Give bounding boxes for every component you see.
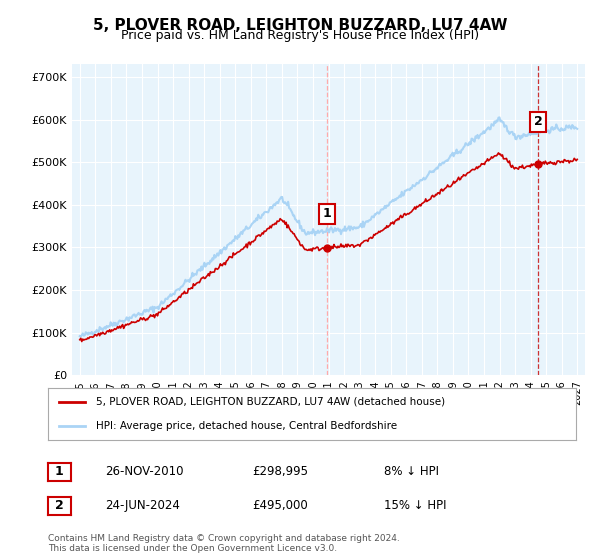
Text: 24-JUN-2024: 24-JUN-2024	[105, 499, 180, 512]
Text: 2: 2	[533, 115, 542, 128]
Text: 2: 2	[55, 500, 64, 512]
Text: 5, PLOVER ROAD, LEIGHTON BUZZARD, LU7 4AW: 5, PLOVER ROAD, LEIGHTON BUZZARD, LU7 4A…	[93, 18, 507, 33]
Text: £298,995: £298,995	[252, 465, 308, 478]
Text: Contains HM Land Registry data © Crown copyright and database right 2024.
This d: Contains HM Land Registry data © Crown c…	[48, 534, 400, 553]
Text: £495,000: £495,000	[252, 499, 308, 512]
Text: Price paid vs. HM Land Registry's House Price Index (HPI): Price paid vs. HM Land Registry's House …	[121, 29, 479, 42]
Text: HPI: Average price, detached house, Central Bedfordshire: HPI: Average price, detached house, Cent…	[95, 421, 397, 431]
Text: 1: 1	[323, 207, 331, 220]
Text: 15% ↓ HPI: 15% ↓ HPI	[384, 499, 446, 512]
Text: 8% ↓ HPI: 8% ↓ HPI	[384, 465, 439, 478]
Text: 5, PLOVER ROAD, LEIGHTON BUZZARD, LU7 4AW (detached house): 5, PLOVER ROAD, LEIGHTON BUZZARD, LU7 4A…	[95, 397, 445, 407]
Text: 26-NOV-2010: 26-NOV-2010	[105, 465, 184, 478]
Text: 1: 1	[55, 465, 64, 478]
